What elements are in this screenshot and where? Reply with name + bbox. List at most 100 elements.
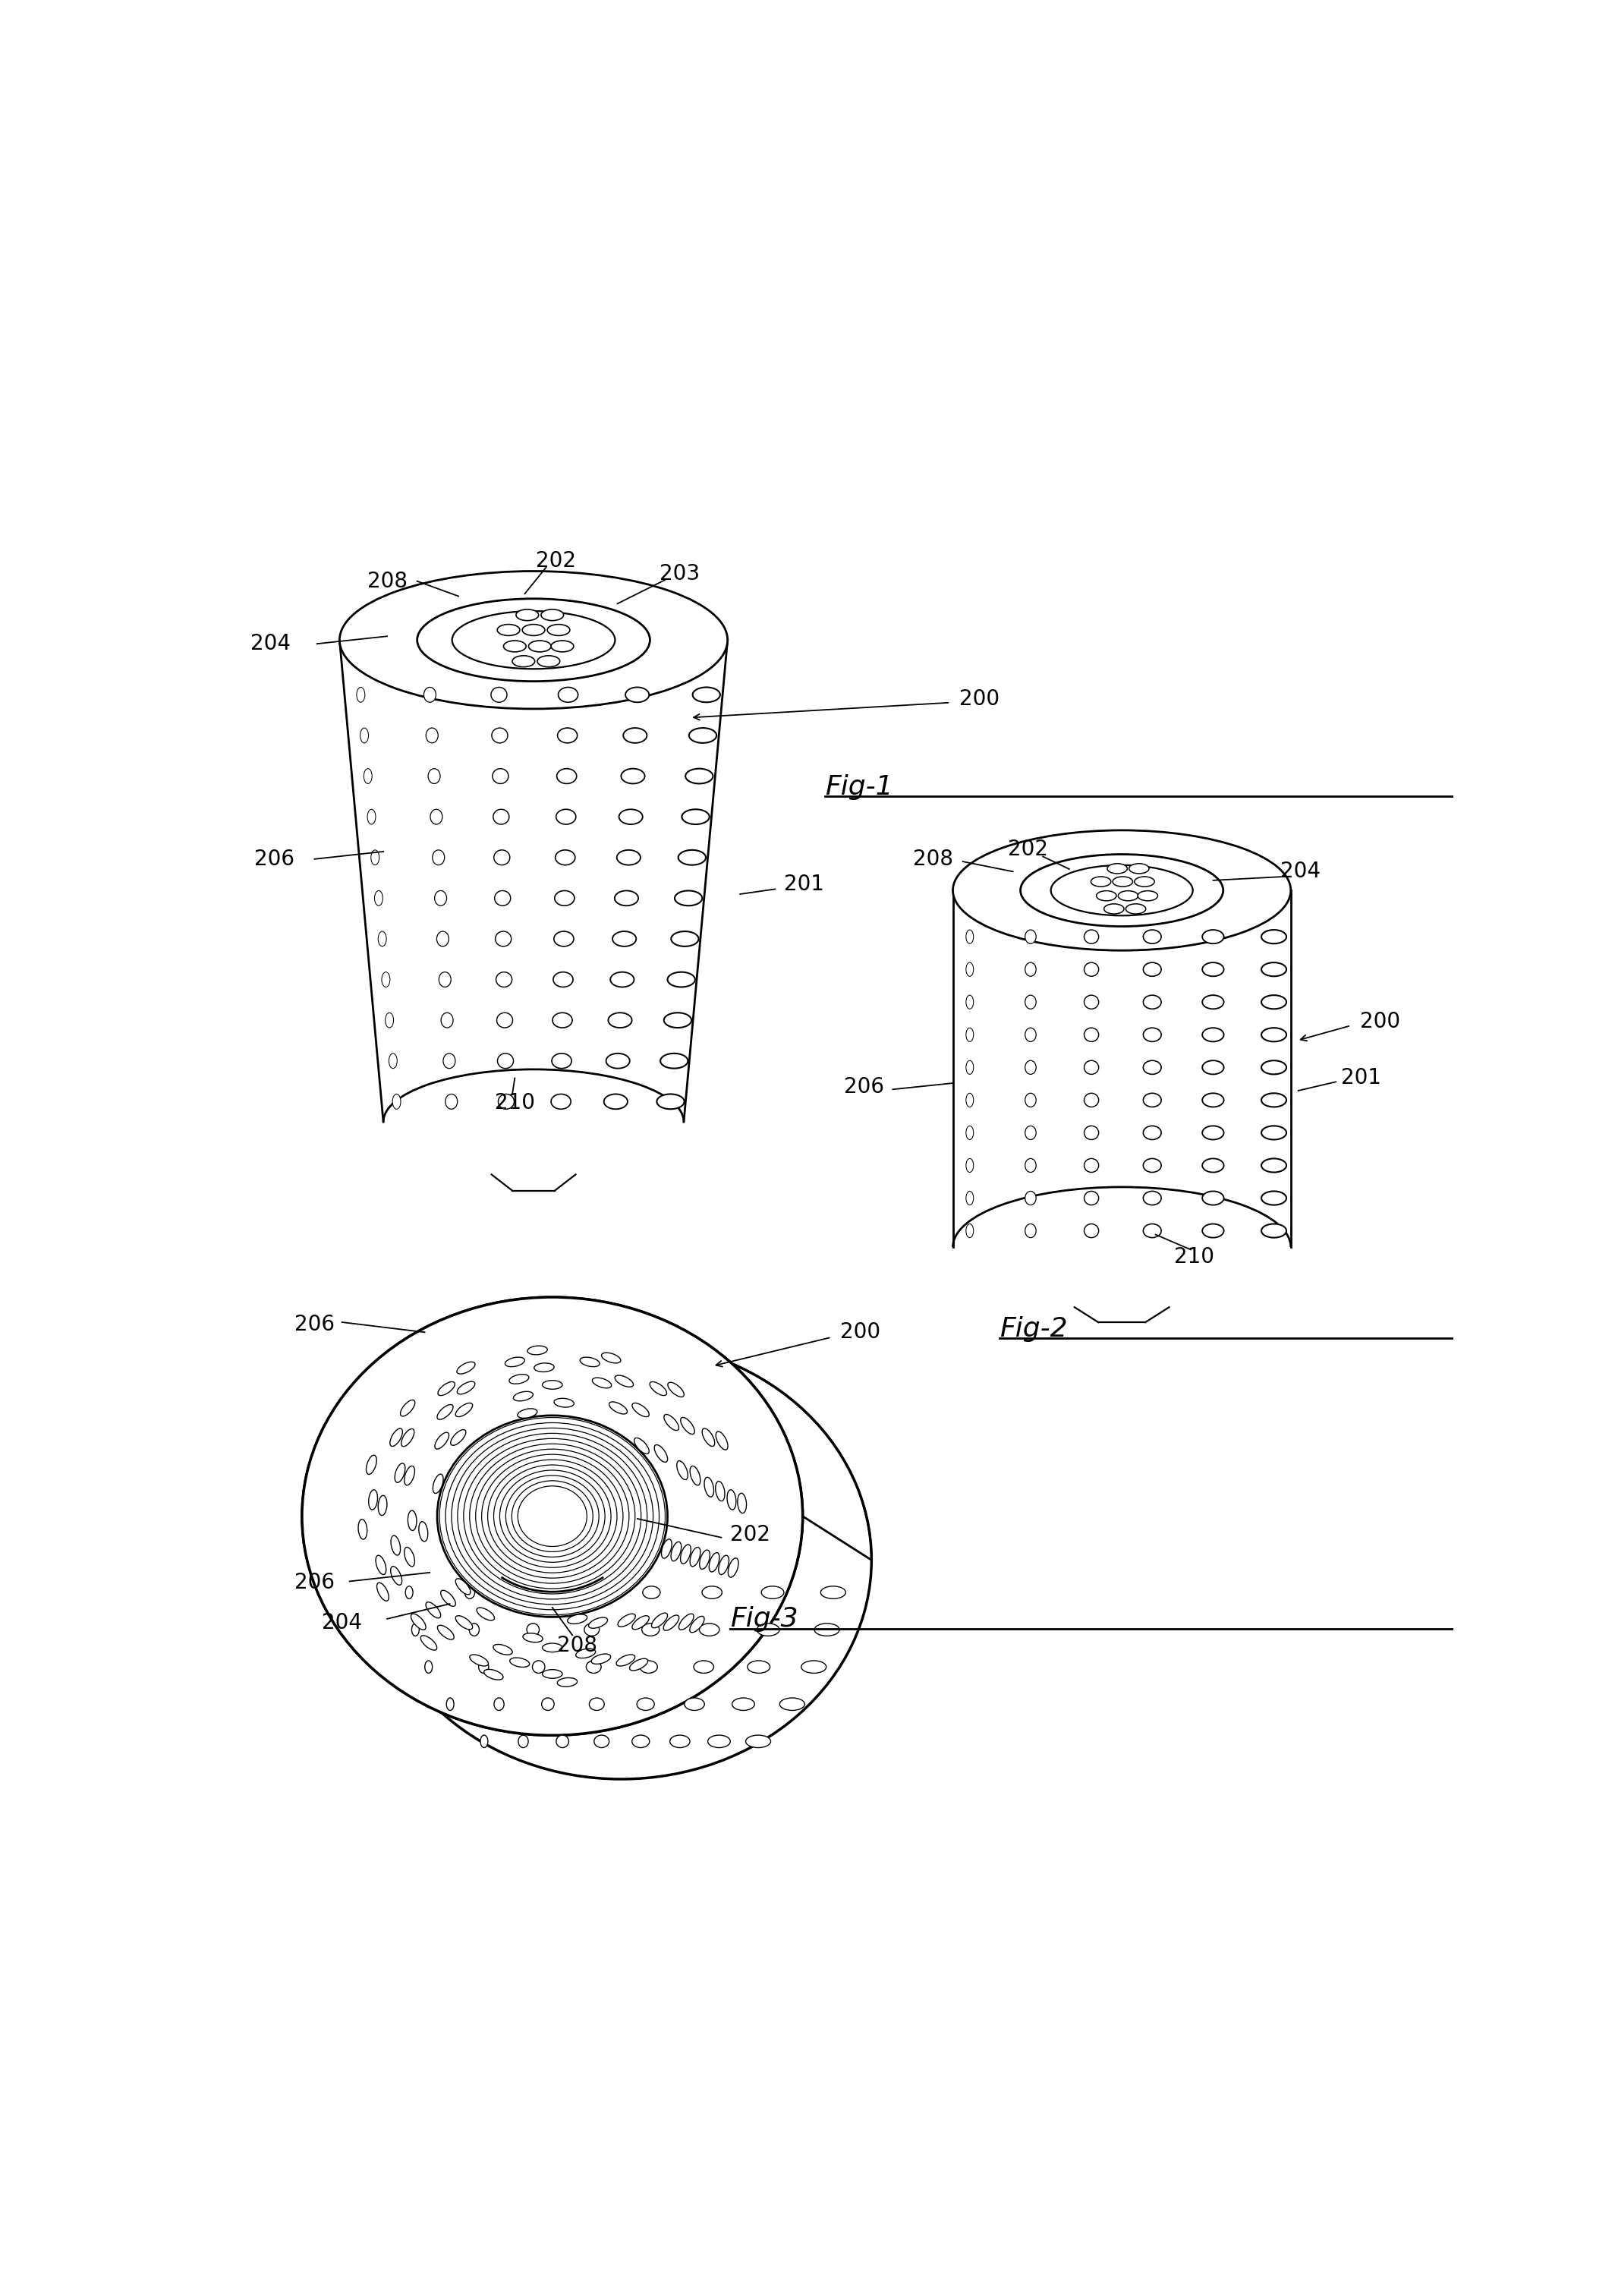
Ellipse shape xyxy=(554,891,575,905)
Ellipse shape xyxy=(1084,1159,1098,1173)
Ellipse shape xyxy=(557,728,577,744)
Ellipse shape xyxy=(371,850,380,866)
Ellipse shape xyxy=(1143,930,1161,944)
Ellipse shape xyxy=(619,1614,635,1628)
Ellipse shape xyxy=(425,1660,433,1674)
Ellipse shape xyxy=(389,1054,397,1068)
Ellipse shape xyxy=(966,1192,974,1205)
Ellipse shape xyxy=(680,1417,694,1435)
Ellipse shape xyxy=(715,1430,728,1449)
Ellipse shape xyxy=(664,1414,678,1430)
Ellipse shape xyxy=(522,625,544,636)
Ellipse shape xyxy=(455,1616,473,1630)
Ellipse shape xyxy=(457,1382,475,1394)
Ellipse shape xyxy=(707,1736,730,1747)
Ellipse shape xyxy=(640,1660,657,1674)
Ellipse shape xyxy=(1084,1224,1098,1238)
Ellipse shape xyxy=(1202,1192,1224,1205)
Ellipse shape xyxy=(438,1626,454,1639)
Ellipse shape xyxy=(470,1623,480,1637)
Ellipse shape xyxy=(455,1403,473,1417)
Ellipse shape xyxy=(630,1658,648,1671)
Ellipse shape xyxy=(1202,1159,1224,1173)
Ellipse shape xyxy=(589,1697,604,1711)
Ellipse shape xyxy=(690,1548,701,1566)
Ellipse shape xyxy=(552,1054,572,1068)
Ellipse shape xyxy=(302,1297,803,1736)
Ellipse shape xyxy=(446,1095,457,1109)
Ellipse shape xyxy=(1026,1093,1037,1107)
Ellipse shape xyxy=(662,1538,672,1559)
Ellipse shape xyxy=(551,641,573,652)
Ellipse shape xyxy=(367,808,376,824)
Ellipse shape xyxy=(1202,1125,1224,1139)
Ellipse shape xyxy=(497,1054,514,1068)
Ellipse shape xyxy=(410,1614,426,1630)
Ellipse shape xyxy=(386,1013,394,1029)
Ellipse shape xyxy=(496,932,512,946)
Ellipse shape xyxy=(378,932,386,946)
Ellipse shape xyxy=(443,1054,455,1068)
Ellipse shape xyxy=(401,1401,415,1417)
Ellipse shape xyxy=(672,932,699,946)
Ellipse shape xyxy=(953,831,1290,951)
Ellipse shape xyxy=(339,572,727,709)
Ellipse shape xyxy=(1261,994,1287,1008)
Ellipse shape xyxy=(543,1380,562,1389)
Ellipse shape xyxy=(1143,1159,1161,1173)
Ellipse shape xyxy=(509,1375,528,1384)
Ellipse shape xyxy=(491,687,507,703)
Ellipse shape xyxy=(543,1669,562,1678)
Text: 202: 202 xyxy=(730,1525,770,1545)
Ellipse shape xyxy=(680,1545,691,1564)
Ellipse shape xyxy=(505,1357,525,1366)
Ellipse shape xyxy=(1026,1029,1037,1042)
Ellipse shape xyxy=(612,932,636,946)
Ellipse shape xyxy=(649,1382,667,1396)
Ellipse shape xyxy=(1143,1224,1161,1238)
Ellipse shape xyxy=(535,1364,554,1371)
Ellipse shape xyxy=(966,1061,974,1075)
Ellipse shape xyxy=(367,1456,376,1474)
Text: 206: 206 xyxy=(294,1573,334,1593)
Ellipse shape xyxy=(966,1029,974,1042)
Ellipse shape xyxy=(376,1554,386,1575)
Ellipse shape xyxy=(670,1543,682,1561)
Ellipse shape xyxy=(588,1616,607,1628)
Ellipse shape xyxy=(1084,962,1098,976)
Ellipse shape xyxy=(1129,863,1148,872)
Ellipse shape xyxy=(685,1697,704,1711)
Text: 200: 200 xyxy=(1360,1010,1400,1033)
Ellipse shape xyxy=(615,891,638,905)
Ellipse shape xyxy=(690,728,717,744)
Ellipse shape xyxy=(436,932,449,946)
Text: Fig-3: Fig-3 xyxy=(730,1607,798,1632)
Ellipse shape xyxy=(426,728,438,744)
Ellipse shape xyxy=(376,1582,389,1600)
Ellipse shape xyxy=(434,891,447,905)
Ellipse shape xyxy=(523,1587,536,1598)
Ellipse shape xyxy=(438,1405,454,1419)
Ellipse shape xyxy=(622,769,644,783)
Ellipse shape xyxy=(433,850,444,866)
Ellipse shape xyxy=(567,1614,588,1623)
Ellipse shape xyxy=(623,728,648,744)
Ellipse shape xyxy=(966,1224,974,1238)
Ellipse shape xyxy=(438,1414,667,1616)
Ellipse shape xyxy=(1143,994,1161,1008)
Text: 204: 204 xyxy=(1281,861,1321,882)
Ellipse shape xyxy=(404,1548,415,1566)
Ellipse shape xyxy=(966,994,974,1008)
Text: 204: 204 xyxy=(321,1612,362,1632)
Ellipse shape xyxy=(657,1095,685,1109)
Ellipse shape xyxy=(363,769,371,783)
Ellipse shape xyxy=(484,1669,504,1681)
Ellipse shape xyxy=(719,1554,728,1575)
Text: 206: 206 xyxy=(843,1077,883,1097)
Ellipse shape xyxy=(409,1511,417,1531)
Ellipse shape xyxy=(677,1460,688,1479)
Ellipse shape xyxy=(820,1587,846,1598)
Ellipse shape xyxy=(780,1697,804,1711)
Ellipse shape xyxy=(1143,1125,1161,1139)
Ellipse shape xyxy=(493,1644,512,1655)
